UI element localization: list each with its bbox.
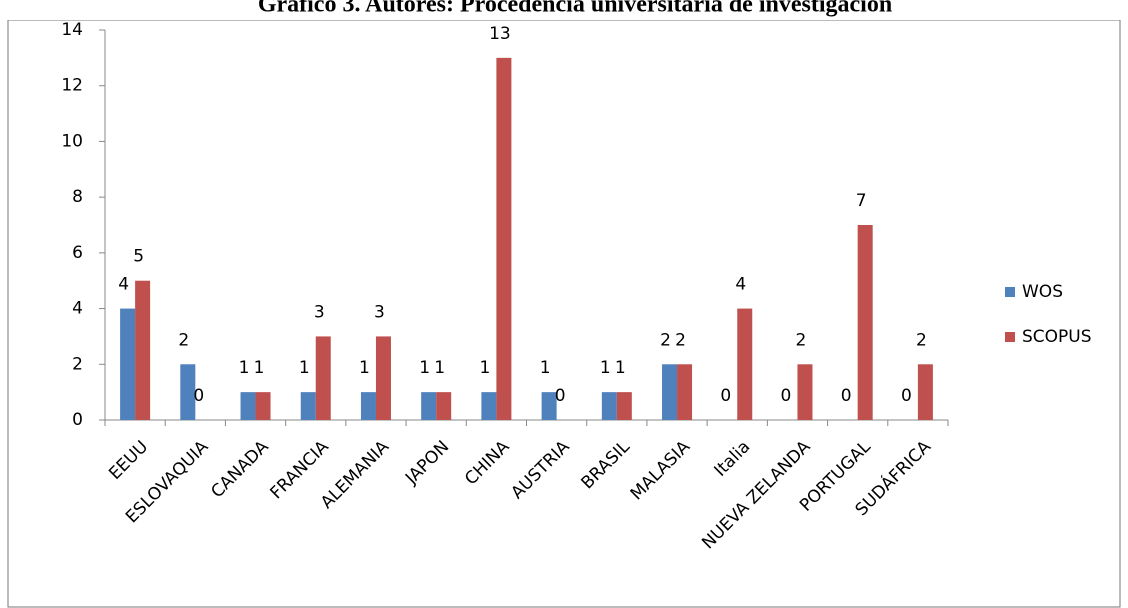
bar [180,364,196,420]
bar [360,392,376,420]
bar [797,364,813,420]
bar [120,308,136,420]
data-label: 13 [489,24,511,44]
data-label: 0 [841,386,852,406]
data-label: 3 [374,302,385,322]
y-tick-label: 0 [72,410,83,430]
bar [481,392,497,420]
data-label: 0 [193,386,204,406]
bar [857,225,873,420]
bar [300,392,316,420]
chart-border [7,19,1121,608]
y-tick-label: 6 [72,243,83,263]
data-label: 1 [359,358,370,378]
bar [616,392,632,420]
chart-title: Gráfico 3. Autores: Procedencia universi… [258,0,892,18]
data-label: 7 [856,191,867,211]
data-label: 0 [555,386,566,406]
legend-swatch [1005,287,1015,297]
bar [737,308,753,420]
data-label: 5 [133,247,144,267]
data-label: 1 [479,358,490,378]
bar [917,364,933,420]
y-tick-label: 12 [61,76,83,96]
data-label: 1 [239,358,250,378]
bar [496,57,512,420]
bar [375,336,391,420]
bar [240,392,256,420]
y-tick-label: 4 [72,299,83,319]
data-label: 1 [615,358,626,378]
bar [677,364,693,420]
data-label: 1 [254,358,265,378]
y-tick-label: 10 [61,131,83,151]
data-label: 0 [781,386,792,406]
data-label: 3 [314,302,325,322]
bar [421,392,437,420]
bar [315,336,331,420]
y-tick-label: 14 [61,20,83,40]
y-tick-label: 2 [72,354,83,374]
data-label: 1 [600,358,611,378]
bar [601,392,617,420]
bar [541,392,557,420]
title-band [0,0,1128,20]
legend-label: SCOPUS [1022,327,1092,347]
data-label: 2 [660,330,671,350]
data-label: 1 [540,358,551,378]
data-label: 4 [735,275,746,295]
data-label: 1 [419,358,430,378]
bar [255,392,271,420]
legend-label: WOS [1022,282,1063,302]
bar [436,392,452,420]
data-label: 0 [720,386,731,406]
data-label: 1 [434,358,445,378]
y-tick-label: 8 [72,187,83,207]
data-label: 1 [299,358,310,378]
legend-swatch [1005,332,1015,342]
bar [135,280,151,420]
data-label: 2 [796,330,807,350]
data-label: 4 [118,275,129,295]
data-label: 0 [901,386,912,406]
data-label: 2 [675,330,686,350]
bar [662,364,678,420]
data-label: 2 [916,330,927,350]
data-label: 2 [178,330,189,350]
